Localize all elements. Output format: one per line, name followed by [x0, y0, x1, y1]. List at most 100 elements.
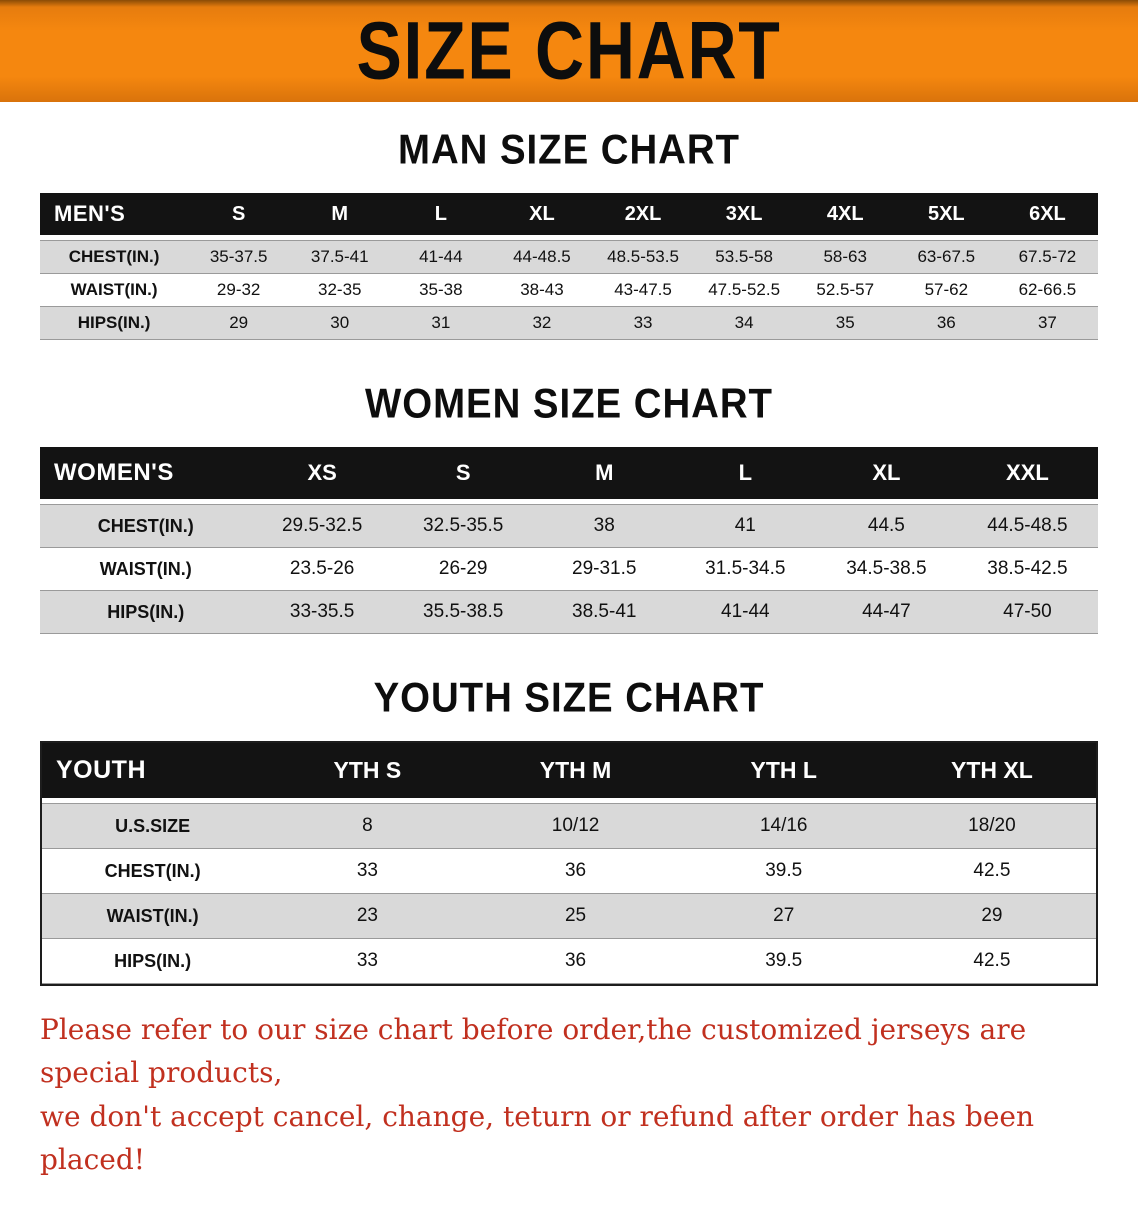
size-value: 27	[679, 893, 888, 938]
measurement-label: WAIST(IN.)	[40, 273, 189, 306]
size-header-cell: 6XL	[996, 193, 1098, 240]
size-value: 36	[895, 306, 997, 340]
measurement-label: CHEST(IN.)	[42, 848, 264, 893]
measurement-row: CHEST(IN.) 29.5-32.5 32.5-35.5 38 41 44.5 44.5…	[40, 504, 1098, 547]
measurement-label: WAIST(IN.)	[42, 893, 264, 938]
table-title-cell: YOUTH	[42, 743, 264, 803]
size-value: 43-47.5	[592, 273, 694, 306]
size-header-cell: XS	[251, 447, 393, 504]
size-header-cell: YTH M	[471, 743, 680, 803]
size-header-cell: 3XL	[693, 193, 795, 240]
size-value: 44.5-48.5	[956, 504, 1098, 547]
men-table-wrap: MEN'S S M L XL 2XL 3XL 4XL 5XL 6XL CHEST(IN.) 35-3…	[0, 193, 1138, 340]
size-value: 25	[471, 893, 680, 938]
measurement-label: HIPS(IN.)	[40, 306, 189, 340]
size-value: 31	[390, 306, 492, 340]
size-chart-content: MAN SIZE CHART MEN'S S M L XL 2XL 3XL 4XL 5XL 6XL…	[0, 127, 1138, 1206]
size-chart-banner: SIZE CHART	[0, 0, 1138, 102]
measurement-row: CHEST(IN.) 35-37.5 37.5-41 41-44 44-48.5 48.5…	[40, 240, 1098, 273]
size-value: 32-35	[289, 273, 391, 306]
measurement-label: WAIST(IN.)	[40, 547, 252, 590]
size-value: 53.5-58	[693, 240, 795, 273]
measurement-label: HIPS(IN.)	[42, 938, 264, 984]
size-header-cell: XL	[815, 447, 957, 504]
size-value: 32	[491, 306, 593, 340]
size-value: 57-62	[895, 273, 997, 306]
size-value: 26-29	[392, 547, 534, 590]
size-header-cell: 2XL	[592, 193, 694, 240]
disclaimer-note: Please refer to our size chart before or…	[0, 986, 1138, 1206]
size-value: 39.5	[679, 848, 888, 893]
section-youth: YOUTH SIZE CHART YOUTH YTH S YTH M YTH L YTH…	[0, 675, 1138, 986]
size-value: 37	[996, 306, 1098, 340]
size-header-cell: XL	[491, 193, 593, 240]
size-value: 34	[693, 306, 795, 340]
women-section-heading: WOMEN SIZE CHART	[365, 381, 773, 427]
measurement-row: WAIST(IN.) 23 25 27 29	[42, 893, 1096, 938]
table-title-cell: MEN'S	[40, 193, 189, 240]
size-value: 36	[471, 848, 680, 893]
size-value: 32.5-35.5	[392, 504, 534, 547]
size-value: 41	[674, 504, 816, 547]
measurement-row: CHEST(IN.) 33 36 39.5 42.5	[42, 848, 1096, 893]
youth-table-header-row: YOUTH YTH S YTH M YTH L YTH XL	[42, 743, 1096, 803]
measurement-label: HIPS(IN.)	[40, 590, 252, 634]
size-value: 23.5-26	[251, 547, 393, 590]
size-value: 41-44	[390, 240, 492, 273]
size-value: 33	[592, 306, 694, 340]
size-value: 36	[471, 938, 680, 984]
size-header-cell: XXL	[956, 447, 1098, 504]
section-men: MAN SIZE CHART MEN'S S M L XL 2XL 3XL 4XL 5XL 6XL…	[0, 127, 1138, 340]
women-size-table: WOMEN'S XS S M L XL XXL CHEST(IN.) 29.5-32.5 32.…	[40, 447, 1098, 634]
size-header-cell: 4XL	[794, 193, 896, 240]
size-header-cell: S	[188, 193, 290, 240]
size-header-cell: YTH XL	[887, 743, 1096, 803]
size-value: 47-50	[956, 590, 1098, 634]
measurement-row: WAIST(IN.) 23.5-26 26-29 29-31.5 31.5-34.5 34…	[40, 547, 1098, 590]
size-value: 30	[289, 306, 391, 340]
size-value: 67.5-72	[996, 240, 1098, 273]
youth-size-table: YOUTH YTH S YTH M YTH L YTH XL U.S.SIZE 8 10/1…	[40, 741, 1098, 986]
men-section-heading: MAN SIZE CHART	[398, 127, 740, 173]
size-header-cell: YTH L	[679, 743, 888, 803]
measurement-row: HIPS(IN.) 33-35.5 35.5-38.5 38.5-41 41-44 44-…	[40, 590, 1098, 634]
size-value: 34.5-38.5	[815, 547, 957, 590]
size-value: 47.5-52.5	[693, 273, 795, 306]
measurement-row: U.S.SIZE 8 10/12 14/16 18/20	[42, 803, 1096, 848]
size-value: 29.5-32.5	[251, 504, 393, 547]
size-header-cell: M	[533, 447, 675, 504]
size-value: 42.5	[887, 938, 1096, 984]
size-value: 38.5-42.5	[956, 547, 1098, 590]
size-value: 29-31.5	[533, 547, 675, 590]
size-value: 33	[263, 848, 472, 893]
section-women: WOMEN SIZE CHART WOMEN'S XS S M L XL XXL CHEST…	[0, 381, 1138, 634]
table-title-cell: WOMEN'S	[40, 447, 252, 504]
size-value: 35-38	[390, 273, 492, 306]
youth-section-heading: YOUTH SIZE CHART	[373, 675, 765, 721]
size-value: 39.5	[679, 938, 888, 984]
banner-title: SIZE CHART	[356, 5, 782, 96]
size-value: 33-35.5	[251, 590, 393, 634]
size-header-cell: L	[674, 447, 816, 504]
men-table-header-row: MEN'S S M L XL 2XL 3XL 4XL 5XL 6XL	[40, 193, 1098, 240]
size-value: 23	[263, 893, 472, 938]
size-value: 44-48.5	[491, 240, 593, 273]
size-value: 29	[887, 893, 1096, 938]
size-value: 18/20	[887, 803, 1096, 848]
size-value: 58-63	[794, 240, 896, 273]
size-header-cell: 5XL	[895, 193, 997, 240]
measurement-row: HIPS(IN.) 33 36 39.5 42.5	[42, 938, 1096, 984]
size-value: 38.5-41	[533, 590, 675, 634]
size-value: 38-43	[491, 273, 593, 306]
measurement-label: CHEST(IN.)	[40, 504, 252, 547]
size-header-cell: YTH S	[263, 743, 472, 803]
size-value: 29	[188, 306, 290, 340]
measurement-row: HIPS(IN.) 29 30 31 32 33 34 35 36 37	[40, 306, 1098, 340]
women-table-header-row: WOMEN'S XS S M L XL XXL	[40, 447, 1098, 504]
disclaimer-line-2: we don't accept cancel, change, teturn o…	[40, 1099, 1035, 1177]
size-value: 44-47	[815, 590, 957, 634]
size-value: 62-66.5	[996, 273, 1098, 306]
size-header-cell: L	[390, 193, 492, 240]
size-value: 63-67.5	[895, 240, 997, 273]
size-value: 33	[263, 938, 472, 984]
